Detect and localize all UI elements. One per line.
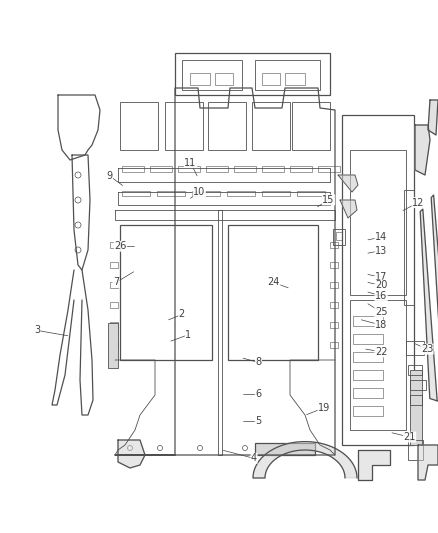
Bar — [120, 225, 212, 360]
Bar — [330, 322, 338, 328]
Bar — [252, 102, 290, 150]
Text: 9: 9 — [106, 171, 113, 181]
Polygon shape — [338, 175, 358, 192]
Text: 16: 16 — [375, 291, 387, 301]
Bar — [175, 53, 330, 95]
Bar — [228, 225, 318, 360]
Bar — [110, 262, 118, 268]
Bar — [408, 440, 423, 460]
Bar — [208, 102, 246, 150]
Text: 15: 15 — [322, 195, 335, 205]
Bar — [290, 166, 312, 172]
Bar — [330, 342, 338, 348]
Bar — [410, 395, 422, 405]
Text: 8: 8 — [255, 358, 261, 367]
Bar — [336, 232, 342, 240]
Polygon shape — [358, 450, 390, 480]
Bar — [353, 406, 383, 416]
Bar — [410, 380, 426, 390]
Bar — [110, 282, 118, 288]
Text: 26: 26 — [114, 241, 127, 251]
Bar — [353, 316, 383, 326]
Bar — [255, 60, 320, 90]
Bar — [178, 166, 200, 172]
Text: 17: 17 — [375, 272, 387, 282]
Bar — [353, 334, 383, 344]
Bar — [262, 191, 290, 196]
Text: 7: 7 — [113, 278, 119, 287]
Bar — [182, 60, 242, 90]
Text: 13: 13 — [375, 246, 387, 255]
Text: 4: 4 — [251, 454, 257, 463]
Bar — [330, 242, 338, 248]
Bar — [215, 73, 233, 85]
Bar — [353, 388, 383, 398]
Bar — [122, 166, 144, 172]
Text: 20: 20 — [375, 280, 387, 290]
Text: 18: 18 — [375, 320, 387, 330]
Bar — [122, 191, 150, 196]
Text: 23: 23 — [421, 344, 433, 354]
Bar — [192, 191, 220, 196]
Polygon shape — [418, 445, 438, 480]
Bar — [262, 73, 280, 85]
Polygon shape — [431, 195, 438, 425]
Text: 14: 14 — [375, 232, 387, 242]
Text: 12: 12 — [412, 198, 424, 207]
Bar — [255, 443, 315, 455]
Bar — [330, 282, 338, 288]
Bar — [120, 102, 158, 150]
Bar — [110, 322, 118, 328]
Bar — [350, 150, 406, 295]
Text: 21: 21 — [403, 432, 416, 442]
Bar — [262, 166, 284, 172]
Bar — [318, 166, 340, 172]
Bar — [206, 166, 228, 172]
Bar — [342, 115, 414, 445]
Bar — [150, 166, 172, 172]
Bar — [227, 191, 255, 196]
Bar — [353, 352, 383, 362]
Polygon shape — [428, 100, 438, 135]
Text: 3: 3 — [34, 326, 40, 335]
Polygon shape — [118, 440, 145, 468]
Bar — [333, 229, 345, 245]
Text: 5: 5 — [255, 416, 261, 426]
Text: 25: 25 — [375, 307, 387, 317]
Bar — [353, 370, 383, 380]
Bar — [330, 302, 338, 308]
Text: 2: 2 — [179, 310, 185, 319]
Bar — [157, 191, 185, 196]
Bar — [330, 262, 338, 268]
Bar — [108, 323, 118, 368]
Bar — [285, 73, 305, 85]
Bar — [410, 370, 422, 445]
Text: 22: 22 — [375, 347, 387, 357]
Bar — [406, 341, 424, 355]
Bar — [404, 190, 414, 305]
Text: 10: 10 — [193, 187, 205, 197]
Text: 6: 6 — [255, 390, 261, 399]
Polygon shape — [415, 125, 430, 175]
Polygon shape — [420, 209, 437, 401]
Bar — [297, 191, 325, 196]
Bar — [110, 242, 118, 248]
Bar — [350, 300, 406, 430]
Bar — [110, 302, 118, 308]
Polygon shape — [253, 442, 357, 478]
Bar — [292, 102, 330, 150]
Bar — [234, 166, 256, 172]
Text: 11: 11 — [184, 158, 197, 167]
Bar — [110, 342, 118, 348]
Bar — [408, 365, 422, 375]
Text: 24: 24 — [268, 278, 280, 287]
Bar — [190, 73, 210, 85]
Text: 1: 1 — [185, 330, 191, 340]
Text: 19: 19 — [318, 403, 330, 413]
Bar — [165, 102, 203, 150]
Polygon shape — [340, 200, 357, 218]
